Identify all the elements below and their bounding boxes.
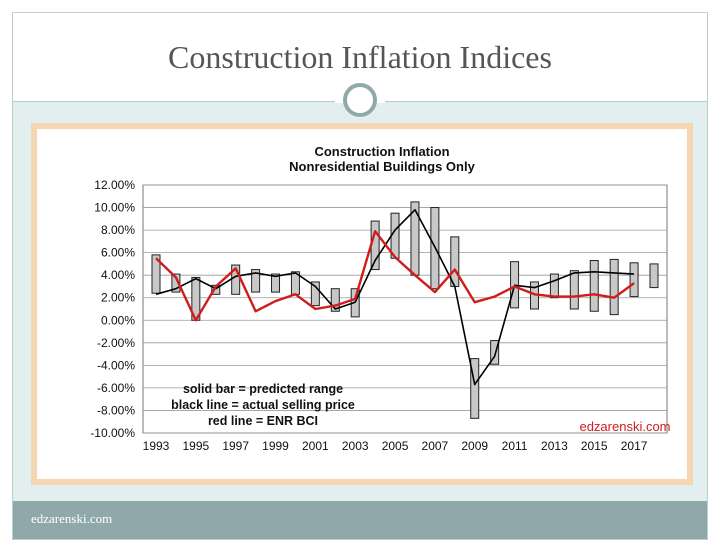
series-line-enr — [155, 229, 635, 322]
bar — [271, 273, 281, 293]
x-tick-label: 1999 — [262, 439, 289, 453]
y-tick-label: 6.00% — [101, 246, 135, 260]
bar — [330, 288, 340, 312]
x-tick-label: 1995 — [182, 439, 209, 453]
bottom-bar — [13, 501, 707, 539]
slide: Construction Inflation Indices 12.00% 10.… — [12, 12, 708, 540]
y-tick-label: 0.00% — [101, 313, 135, 327]
x-tick-label: 2009 — [461, 439, 488, 453]
annotation-line-2: black line = actual selling price — [171, 398, 355, 412]
x-tick-label: 1993 — [143, 439, 170, 453]
x-tick-label: 2013 — [541, 439, 568, 453]
bar — [310, 281, 320, 307]
bar — [649, 263, 659, 289]
chart-container: 12.00% 10.00% 8.00% 6.00% 4.00% 2.00% 0.00% -2.… — [37, 129, 687, 479]
x-tick-label: 2005 — [382, 439, 409, 453]
slide-title: Construction Inflation Indices — [168, 39, 552, 75]
series-layer — [151, 201, 659, 419]
bar — [549, 273, 559, 299]
bar — [629, 262, 639, 298]
y-tick-label: 12.00% — [94, 178, 135, 192]
bar — [490, 340, 500, 365]
x-tick-label: 2007 — [422, 439, 449, 453]
bar — [470, 358, 480, 419]
y-tick-label: 4.00% — [101, 268, 135, 282]
bar — [450, 236, 460, 287]
chart-svg: 12.00% 10.00% 8.00% 6.00% 4.00% 2.00% 0.00% -2.… — [90, 144, 670, 453]
footer-text: edzarenski.com — [31, 511, 113, 526]
x-tick-label: 2001 — [302, 439, 329, 453]
x-tick-label: 1997 — [222, 439, 249, 453]
y-tick-label: -10.00% — [90, 426, 135, 440]
x-tick-label: 2015 — [581, 439, 608, 453]
circle-ornament-icon — [343, 83, 377, 117]
annotation-line-1: solid bar = predicted range — [183, 382, 343, 396]
y-tick-label: 2.00% — [101, 291, 135, 305]
series-line-actual — [155, 209, 635, 386]
chart-subtitle: Nonresidential Buildings Only — [289, 159, 475, 174]
x-tick-label: 2017 — [621, 439, 648, 453]
y-tick-label: 8.00% — [101, 223, 135, 237]
x-tick-label: 2003 — [342, 439, 369, 453]
chart-title: Construction Inflation — [314, 144, 449, 159]
x-tick-label: 2011 — [502, 439, 528, 453]
y-tick-label: -4.00% — [97, 358, 135, 372]
plot-area — [142, 184, 668, 434]
bar — [569, 270, 579, 310]
annotation-line-3: red line = ENR BCI — [208, 414, 318, 428]
y-tick-label: -6.00% — [97, 381, 135, 395]
y-tick-label: -2.00% — [97, 336, 135, 350]
bar — [589, 260, 599, 312]
watermark-label: edzarenski.com — [579, 419, 670, 434]
bar — [151, 254, 161, 294]
chart-frame: 12.00% 10.00% 8.00% 6.00% 4.00% 2.00% 0.00% -2.… — [31, 123, 693, 485]
bar — [251, 269, 261, 293]
y-tick-label: -8.00% — [97, 403, 135, 417]
plot-background-layer: 12.00% 10.00% 8.00% 6.00% 4.00% 2.00% 0.00% -2.… — [90, 178, 668, 453]
bar — [609, 258, 619, 316]
y-tick-label: 10.00% — [94, 201, 135, 215]
bar — [171, 273, 181, 293]
